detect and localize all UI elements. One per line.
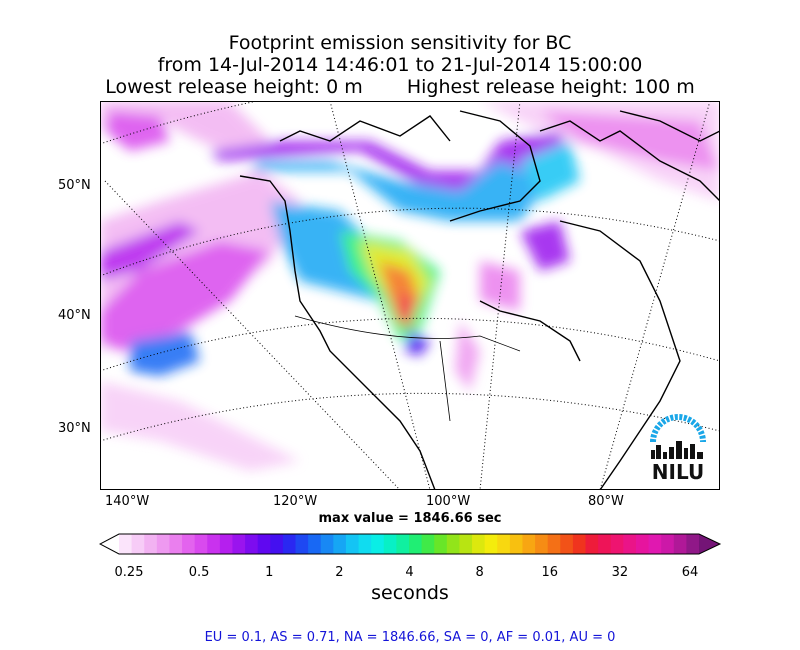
colorbar-cell — [308, 534, 321, 554]
colorbar-cell — [119, 534, 132, 554]
colorbar-tick-label: 8 — [475, 565, 483, 580]
colorbar-tick-label: 4 — [405, 565, 413, 580]
regional-totals: EU = 0.1, AS = 0.71, NA = 1846.66, SA = … — [0, 630, 800, 645]
colorbar-cell — [157, 534, 170, 554]
colorbar-cell — [270, 534, 283, 554]
colorbar — [99, 533, 723, 555]
lon-label-100w: 100°W — [426, 494, 470, 509]
colorbar-cell — [232, 534, 245, 554]
colorbar-cell — [560, 534, 573, 554]
colorbar-cell — [686, 534, 699, 554]
colorbar-cell — [359, 534, 372, 554]
colorbar-tick-label: 64 — [682, 565, 699, 580]
colorbar-cell — [296, 534, 309, 554]
colorbar-cell — [598, 534, 611, 554]
highest-release-height: Highest release height: 100 m — [407, 76, 695, 98]
colorbar-cell — [674, 534, 687, 554]
colorbar-cell — [371, 534, 384, 554]
colorbar-cell — [207, 534, 220, 554]
colorbar-cell — [182, 534, 195, 554]
colorbar-cell — [510, 534, 523, 554]
colorbar-cell — [195, 534, 208, 554]
colorbar-cell — [649, 534, 662, 554]
colorbar-cell — [346, 534, 359, 554]
colorbar-cell — [384, 534, 397, 554]
lon-label-140w: 140°W — [105, 494, 149, 509]
colorbar-cell — [472, 534, 485, 554]
colorbar-tick-label: 0.5 — [189, 565, 210, 580]
colorbar-cell — [333, 534, 346, 554]
colorbar-cell — [132, 534, 145, 554]
colorbar-cell — [548, 534, 561, 554]
colorbar-cell — [623, 534, 636, 554]
colorbar-cell — [535, 534, 548, 554]
colorbar-tick-label: 2 — [335, 565, 343, 580]
colorbar-extend-high — [699, 534, 720, 554]
lon-label-80w: 80°W — [588, 494, 624, 509]
colorbar-cell — [497, 534, 510, 554]
colorbar-cell — [522, 534, 535, 554]
lowest-release-height: Lowest release height: 0 m — [105, 76, 362, 98]
colorbar-tick-label: 32 — [612, 565, 629, 580]
colorbar-cell — [611, 534, 624, 554]
colorbar-cell — [485, 534, 498, 554]
lat-label-40n: 40°N — [58, 308, 91, 323]
colorbar-cells — [100, 534, 720, 554]
colorbar-cell — [144, 534, 157, 554]
colorbar-cell — [220, 534, 233, 554]
title-line-2: from 14-Jul-2014 14:46:01 to 21-Jul-2014… — [0, 53, 800, 77]
colorbar-cell — [459, 534, 472, 554]
colorbar-extend-low — [100, 534, 119, 554]
colorbar-cell — [409, 534, 422, 554]
title-line-3: Lowest release height: 0 m Highest relea… — [0, 75, 800, 99]
colorbar-cell — [434, 534, 447, 554]
colorbar-cell — [258, 534, 271, 554]
max-value-label: max value = 1846.66 sec — [0, 511, 800, 526]
colorbar-cell — [321, 534, 334, 554]
nilu-logo-text: NILU — [652, 460, 704, 484]
colorbar-cell — [586, 534, 599, 554]
colorbar-tick-label: 16 — [541, 565, 558, 580]
colorbar-tick-label: 1 — [265, 565, 273, 580]
footprint-map: NILU — [100, 101, 720, 490]
lon-label-120w: 120°W — [273, 494, 317, 509]
colorbar-cell — [396, 534, 409, 554]
colorbar-cell — [661, 534, 674, 554]
colorbar-cell — [422, 534, 435, 554]
lat-label-30n: 30°N — [58, 421, 91, 436]
colorbar-cell — [573, 534, 586, 554]
colorbar-cell — [447, 534, 460, 554]
colorbar-cell — [245, 534, 258, 554]
colorbar-tick-label: 0.25 — [115, 565, 144, 580]
colorbar-label: seconds — [0, 582, 800, 604]
title-line-1: Footprint emission sensitivity for BC — [0, 31, 800, 55]
colorbar-cell — [636, 534, 649, 554]
lat-label-50n: 50°N — [58, 178, 91, 193]
colorbar-cell — [283, 534, 296, 554]
colorbar-cell — [169, 534, 182, 554]
